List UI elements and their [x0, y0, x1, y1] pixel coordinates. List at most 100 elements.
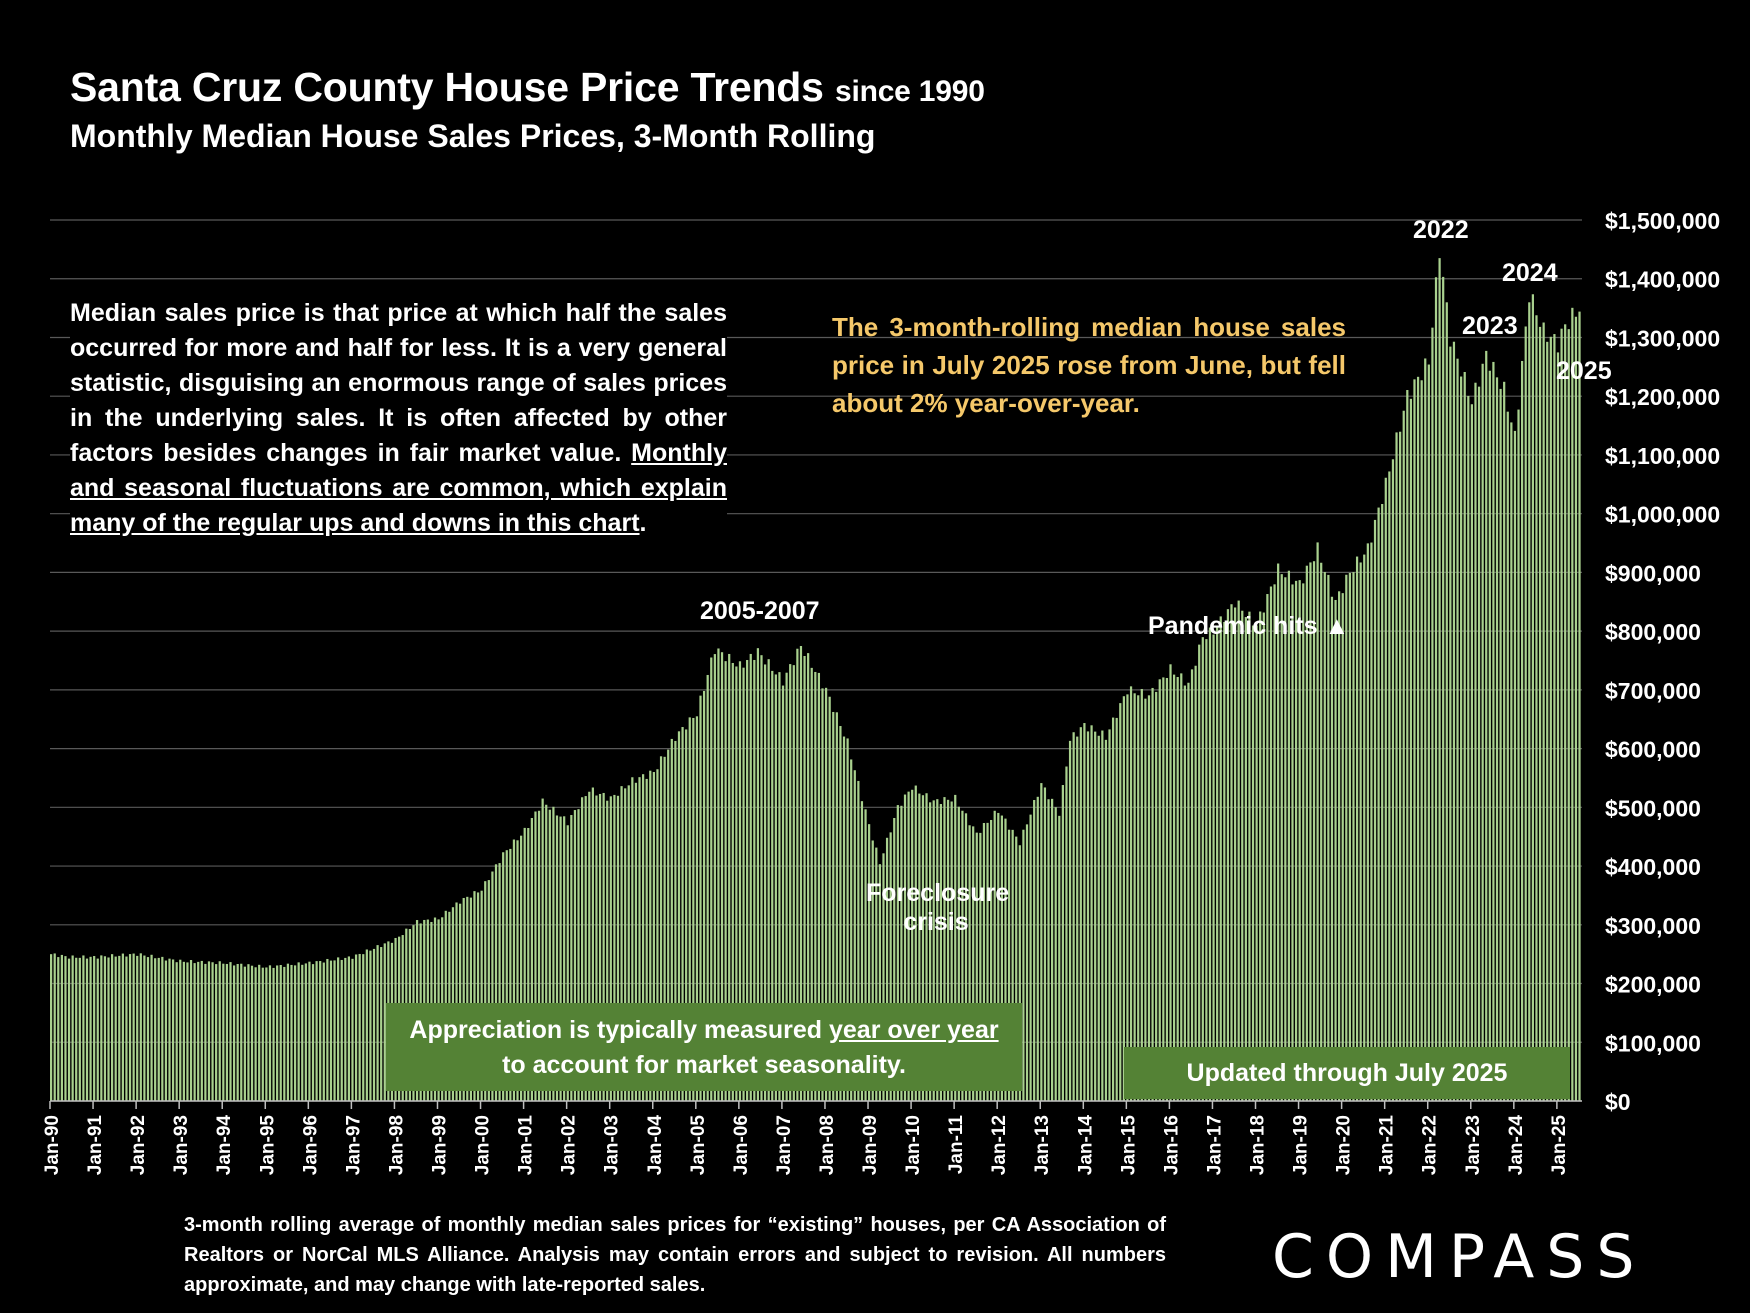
- bar: [688, 717, 691, 1101]
- bar: [871, 840, 874, 1101]
- bar: [502, 852, 505, 1101]
- bar: [304, 963, 307, 1101]
- bar: [1058, 815, 1061, 1101]
- bar: [1230, 604, 1233, 1101]
- bar: [710, 657, 713, 1101]
- bar: [322, 962, 325, 1101]
- bar: [1047, 799, 1050, 1101]
- bar: [946, 799, 950, 1101]
- bar: [929, 802, 932, 1101]
- bar: [143, 955, 146, 1101]
- bar: [789, 664, 792, 1101]
- bar: [724, 661, 727, 1101]
- bar: [781, 685, 785, 1101]
- y-tick-label: $1,200,000: [1605, 384, 1720, 410]
- bar: [616, 795, 620, 1101]
- y-tick-label: $900,000: [1605, 560, 1701, 586]
- x-tick-label: Jan-07: [774, 1115, 795, 1175]
- x-tick-label: Jan-97: [343, 1115, 364, 1175]
- bar: [1176, 677, 1179, 1101]
- x-tick-label: Jan-11: [946, 1115, 967, 1175]
- bar: [1226, 609, 1230, 1101]
- x-tick-label: Jan-90: [42, 1115, 63, 1175]
- bar: [695, 716, 699, 1101]
- bar: [1223, 621, 1226, 1101]
- bar: [1122, 696, 1125, 1101]
- bar: [1043, 787, 1047, 1101]
- y-tick-label: $1,400,000: [1605, 267, 1720, 293]
- x-tick-label: Jan-00: [473, 1115, 494, 1175]
- bar: [771, 670, 774, 1101]
- bar: [1474, 382, 1477, 1102]
- bar: [803, 655, 806, 1101]
- bar: [1377, 507, 1380, 1101]
- bar: [1348, 572, 1352, 1101]
- bar: [484, 881, 487, 1101]
- bar: [293, 965, 297, 1101]
- bar: [1172, 674, 1176, 1101]
- bar: [175, 962, 178, 1101]
- bar: [1251, 625, 1255, 1101]
- bar: [229, 962, 232, 1101]
- explanation-body: Median sales price is that price at whic…: [70, 299, 727, 467]
- bar: [1262, 612, 1265, 1101]
- appreciation-pre: Appreciation is typically measured: [409, 1016, 829, 1044]
- bar: [265, 967, 268, 1101]
- bar: [1151, 687, 1154, 1101]
- bar: [857, 780, 860, 1101]
- x-tick-label: Jan-99: [429, 1115, 450, 1175]
- bar: [487, 880, 490, 1101]
- explanation-end: .: [639, 509, 647, 537]
- bar: [756, 648, 760, 1101]
- bar: [1291, 584, 1294, 1101]
- bar: [1140, 688, 1143, 1101]
- bar: [878, 864, 882, 1101]
- bar: [107, 957, 110, 1101]
- bar: [785, 672, 788, 1101]
- bar: [168, 958, 171, 1101]
- bar: [520, 835, 523, 1101]
- bar: [559, 816, 562, 1101]
- bar: [240, 963, 243, 1101]
- bar: [1190, 669, 1194, 1101]
- bar: [1334, 599, 1337, 1101]
- bar: [232, 965, 236, 1101]
- bar: [1248, 611, 1251, 1101]
- bar: [1036, 796, 1039, 1101]
- bar: [1535, 315, 1538, 1101]
- bar: [1553, 334, 1556, 1101]
- bar: [512, 839, 516, 1101]
- bar: [258, 964, 261, 1101]
- bar: [914, 785, 917, 1101]
- bar: [1216, 627, 1219, 1101]
- bar: [850, 759, 853, 1101]
- bar: [1373, 519, 1377, 1101]
- callout-text: The 3-month-rolling median house sales p…: [832, 312, 1346, 418]
- bar: [523, 827, 526, 1101]
- bar: [243, 966, 246, 1101]
- bar: [1546, 341, 1549, 1101]
- bar: [624, 788, 627, 1101]
- bar: [1445, 302, 1448, 1101]
- bar: [792, 665, 795, 1101]
- bar: [1115, 717, 1118, 1101]
- x-tick-label: Jan-18: [1248, 1115, 1269, 1175]
- y-tick-label: $500,000: [1605, 795, 1701, 821]
- bar: [476, 892, 480, 1101]
- bar: [674, 740, 677, 1101]
- bar: [308, 961, 311, 1101]
- bar: [1345, 574, 1348, 1101]
- bar: [641, 774, 645, 1101]
- y-tick-label: $200,000: [1605, 972, 1701, 998]
- bar: [763, 664, 767, 1101]
- bar: [1212, 634, 1215, 1101]
- bar: [1341, 593, 1344, 1101]
- bar: [1137, 695, 1140, 1101]
- bar: [1413, 379, 1416, 1101]
- bar: [702, 690, 706, 1101]
- bar: [1409, 398, 1413, 1101]
- bar: [821, 688, 824, 1101]
- bar: [1305, 565, 1308, 1101]
- bar: [1427, 364, 1430, 1101]
- bar: [1133, 693, 1136, 1101]
